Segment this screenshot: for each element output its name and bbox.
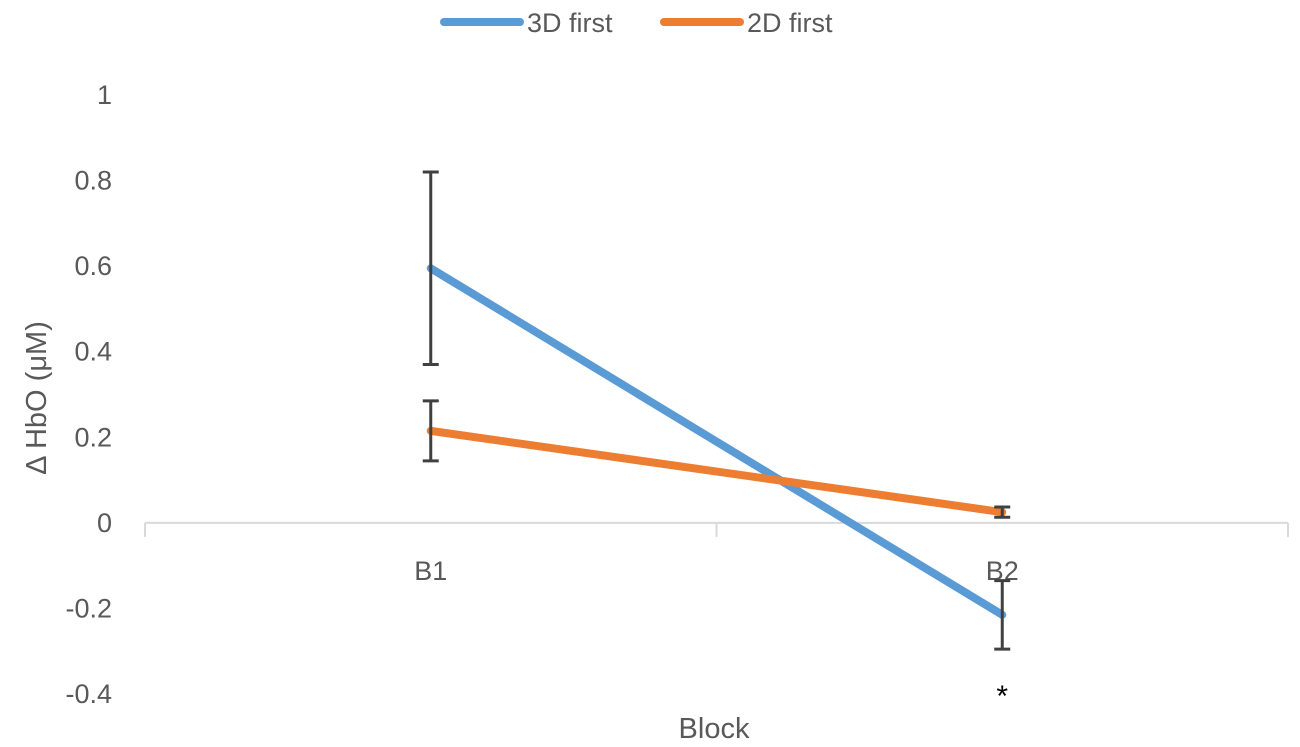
- y-tick-label: 0.2: [74, 422, 112, 452]
- y-tick-label: 1: [97, 80, 112, 110]
- annotations: *: [996, 680, 1008, 713]
- y-tick-label: 0.8: [74, 166, 112, 196]
- significance-marker: *: [996, 680, 1008, 713]
- error-bar: [994, 505, 1011, 519]
- x-axis: B1 B2: [144, 521, 1289, 586]
- legend-item-1: 2D first: [660, 8, 833, 38]
- y-tick-label: -0.4: [65, 679, 112, 709]
- y-tick-label: 0.4: [74, 337, 112, 367]
- error-bar: [422, 170, 439, 367]
- error-bar: [422, 399, 439, 463]
- legend: 3D first 2D first: [440, 8, 833, 38]
- legend-label: 3D first: [527, 8, 613, 38]
- legend-item-0: 3D first: [440, 8, 613, 38]
- y-tick-label: -0.2: [65, 593, 112, 623]
- error-bar: [994, 579, 1011, 651]
- y-axis-tick-labels: -0.4 -0.2 0 0.2 0.4 0.6 0.8 1: [65, 80, 112, 709]
- series-lines: [426, 264, 1007, 619]
- y-tick-label: 0: [97, 508, 112, 538]
- x-axis-title: Block: [679, 713, 750, 745]
- y-axis-title: Δ HbO (μM): [21, 321, 53, 475]
- series-line-0: [426, 264, 1007, 619]
- x-tick-label: B1: [414, 556, 447, 586]
- error-bars: [422, 170, 1011, 651]
- y-tick-label: 0.6: [74, 251, 112, 281]
- legend-label: 2D first: [747, 8, 833, 38]
- series-line-1: [426, 426, 1007, 517]
